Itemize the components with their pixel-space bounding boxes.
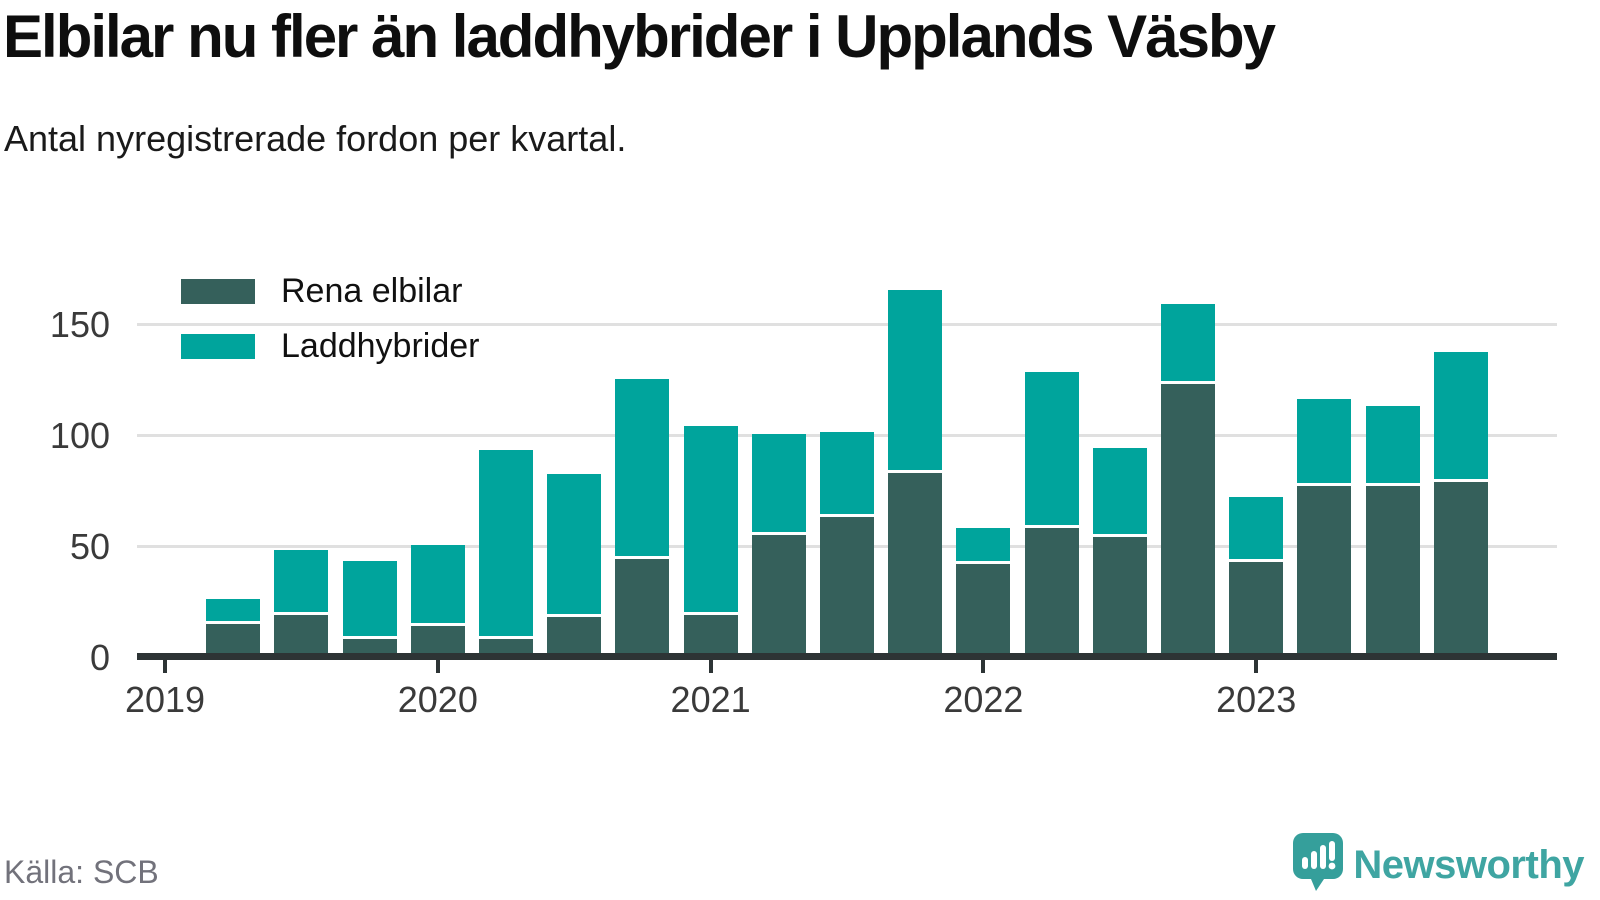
bar-segment-laddhybrider	[1024, 372, 1079, 526]
bar-segment-laddhybrider	[274, 549, 329, 612]
bar-segment-rena-elbilar	[206, 623, 261, 657]
bar-segment-laddhybrider	[342, 560, 397, 637]
bar-segment-laddhybrider	[479, 449, 533, 637]
bar-segment-laddhybrider	[820, 432, 874, 515]
y-tick-label: 50	[69, 526, 110, 568]
bar-2021-q2	[751, 434, 806, 657]
bar-segment-rena-elbilar	[683, 614, 738, 657]
bar-segment-laddhybrider	[1297, 398, 1352, 484]
bar-segment-rena-elbilar	[1161, 384, 1215, 657]
x-tick-label-2020: 2020	[397, 679, 478, 720]
bar-2019-q3	[274, 549, 329, 657]
x-tick-label-2022: 2022	[943, 679, 1024, 720]
bar-segment-rena-elbilar	[410, 625, 465, 657]
bar-2023-q3	[1365, 405, 1420, 657]
newsworthy-speech-bubble-chart-icon	[1293, 832, 1344, 898]
source-note: Källa: SCB	[4, 854, 159, 890]
newsworthy-branding: Newsworthy	[1293, 832, 1584, 894]
gridline-150	[137, 322, 1557, 326]
bar-segment-laddhybrider	[888, 290, 943, 470]
bar-2020-q3	[547, 474, 602, 657]
bar-segment-laddhybrider	[615, 378, 670, 557]
bar-2022-q2	[1024, 372, 1079, 657]
x-tick-2020	[435, 660, 440, 673]
x-axis-line	[137, 653, 1557, 660]
bar-segment-rena-elbilar	[1092, 537, 1147, 657]
bar-segment-laddhybrider	[410, 545, 465, 623]
y-tick-label: 0	[89, 637, 110, 678]
chart-legend: Rena elbilar Laddhybrider	[181, 272, 479, 389]
bar-segment-rena-elbilar	[1365, 486, 1420, 657]
bar-segment-laddhybrider	[1365, 405, 1420, 484]
bar-segment-rena-elbilar	[751, 535, 806, 657]
bar-segment-laddhybrider	[751, 434, 806, 533]
bar-2020-q2	[479, 449, 533, 657]
bar-2020-q4	[615, 378, 670, 657]
legend-item-laddhybrider: Laddhybrider	[181, 327, 479, 365]
bar-segment-laddhybrider	[683, 425, 738, 612]
newsworthy-wordmark: Newsworthy	[1353, 842, 1584, 887]
bar-2022-q3	[1092, 447, 1147, 657]
bar-segment-laddhybrider	[956, 527, 1011, 561]
bar-2019-q4	[342, 560, 397, 657]
bar-segment-rena-elbilar	[1433, 481, 1488, 657]
bar-2022-q1	[956, 527, 1011, 657]
bar-segment-laddhybrider	[1433, 352, 1488, 479]
bar-2019-q2	[206, 598, 261, 657]
bar-segment-laddhybrider	[547, 474, 602, 615]
x-tick-label-2019: 2019	[124, 679, 206, 720]
bar-2023-q1	[1229, 496, 1284, 657]
legend-swatch-laddhybrider	[181, 334, 255, 359]
bar-2021-q3	[820, 432, 874, 657]
legend-item-rena-elbilar: Rena elbilar	[181, 272, 479, 310]
legend-swatch-rena-elbilar	[181, 279, 255, 304]
bar-2023-q4	[1433, 352, 1488, 657]
bar-segment-rena-elbilar	[956, 563, 1011, 657]
bar-segment-rena-elbilar	[342, 639, 397, 657]
legend-label: Rena elbilar	[281, 272, 463, 310]
y-tick-label: 150	[49, 304, 110, 346]
bar-segment-laddhybrider	[1229, 496, 1284, 559]
bar-segment-rena-elbilar	[1024, 528, 1079, 657]
bar-segment-rena-elbilar	[615, 559, 670, 657]
bar-2023-q2	[1297, 398, 1352, 657]
bar-2022-q4	[1161, 303, 1215, 657]
chart-title: Elbilar nu fler än laddhybrider i Upplan…	[3, 3, 1276, 70]
chart-subtitle: Antal nyregistrerade fordon per kvartal.	[4, 118, 627, 159]
bar-segment-rena-elbilar	[820, 517, 874, 657]
legend-label: Laddhybrider	[281, 327, 480, 365]
bar-segment-laddhybrider	[206, 598, 261, 621]
bar-segment-rena-elbilar	[1229, 561, 1284, 657]
x-tick-2019	[163, 660, 167, 673]
bar-segment-rena-elbilar	[547, 617, 602, 657]
bar-segment-rena-elbilar	[1297, 486, 1352, 657]
x-tick-label-2023: 2023	[1216, 679, 1297, 720]
x-tick-2023	[1254, 660, 1259, 673]
bar-2021-q4	[888, 290, 943, 657]
bar-2021-q1	[683, 425, 738, 657]
bar-segment-rena-elbilar	[888, 472, 943, 657]
x-tick-2021	[708, 660, 713, 673]
y-tick-label: 100	[49, 415, 110, 457]
bar-segment-rena-elbilar	[274, 614, 329, 657]
bar-segment-laddhybrider	[1161, 303, 1215, 382]
bar-2020-q1	[410, 545, 465, 657]
bar-segment-laddhybrider	[1092, 447, 1147, 535]
bar-segment-rena-elbilar	[479, 639, 533, 657]
x-tick-2022	[981, 660, 986, 673]
x-tick-label-2021: 2021	[670, 679, 751, 720]
